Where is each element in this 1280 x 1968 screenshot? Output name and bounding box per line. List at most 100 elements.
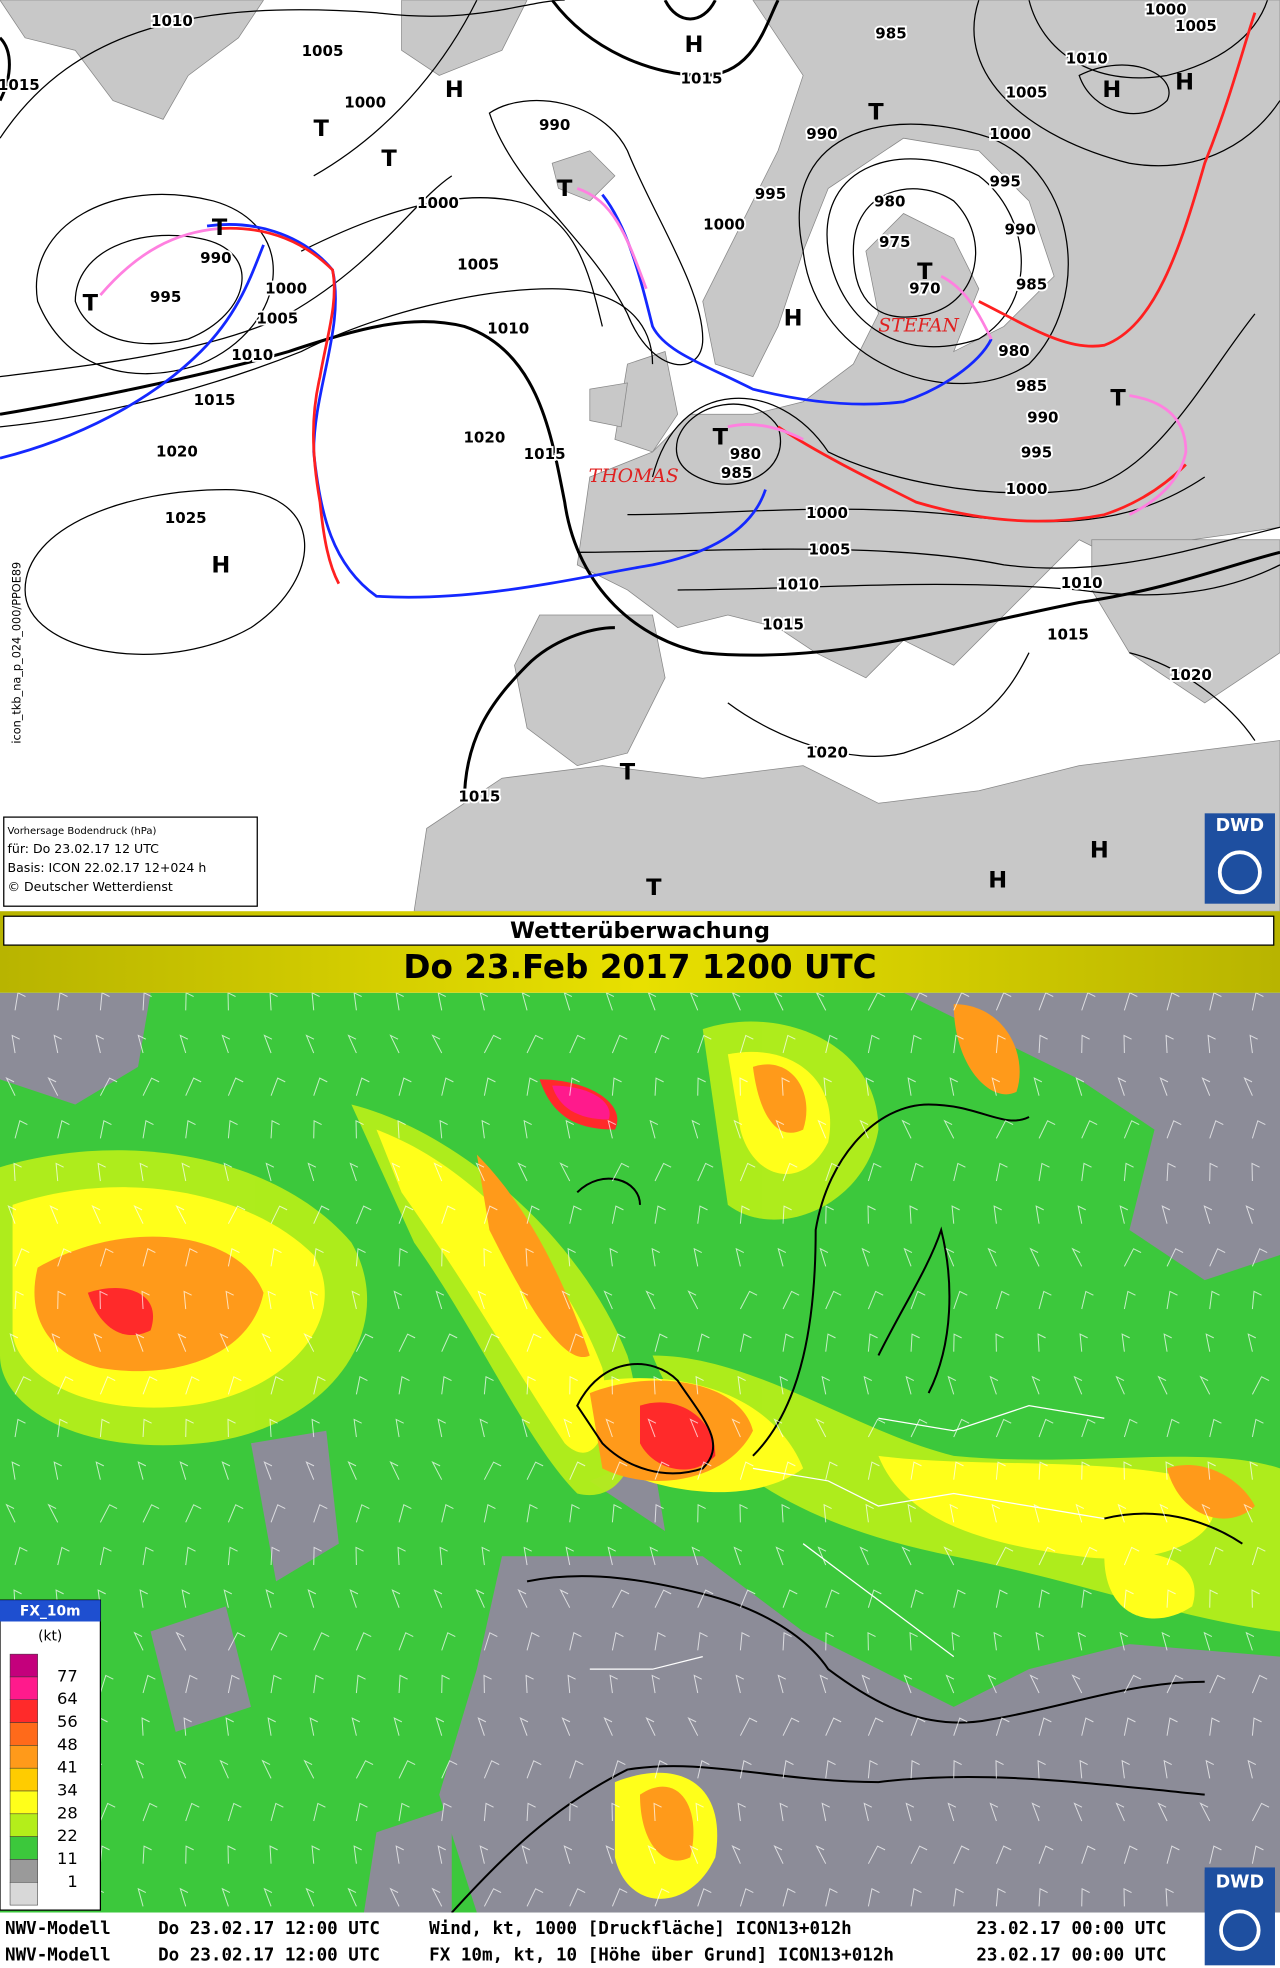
wind-barb	[739, 1503, 748, 1523]
wind-barb	[910, 1845, 928, 1864]
wind-barb	[1163, 1333, 1172, 1352]
isobar-label: 1020	[1170, 666, 1212, 684]
wind-barb	[825, 1760, 836, 1779]
wind-barb	[563, 1845, 573, 1864]
wind-barb	[437, 1418, 446, 1438]
wind-barb	[437, 992, 446, 1011]
wind-barb	[953, 1333, 962, 1352]
wind-barb	[353, 1418, 362, 1438]
wind-barb	[14, 1290, 24, 1310]
wind-barb	[1071, 1247, 1083, 1267]
wind-barb	[483, 1247, 492, 1267]
wind-barb	[475, 1162, 485, 1182]
wind-barb	[49, 1205, 59, 1224]
wind-barb	[526, 1760, 542, 1779]
wind-barb	[1081, 1546, 1098, 1566]
wind-barb	[782, 1034, 796, 1054]
isobar-label: 990	[1027, 409, 1058, 427]
wind-barb	[989, 1375, 999, 1395]
wind-barb	[775, 1546, 785, 1566]
wind-barb	[483, 1504, 496, 1523]
wind-barb	[739, 1589, 756, 1608]
wind-barb	[435, 1717, 445, 1736]
wind-barb	[142, 1418, 152, 1438]
wind-barb	[1079, 1333, 1088, 1352]
wind-barb	[351, 1290, 361, 1310]
wind-barb	[739, 1717, 758, 1736]
wind-barb	[355, 1248, 366, 1267]
wind-barb	[441, 1674, 450, 1694]
wind-barb	[910, 1034, 922, 1054]
wind-barb	[1081, 1589, 1092, 1608]
wind-barb	[9, 1333, 19, 1352]
wind-barb	[227, 1674, 240, 1694]
wind-barb	[1201, 1077, 1211, 1096]
wind-barb	[605, 992, 615, 1011]
storm-name: THOMAS	[589, 466, 679, 487]
isobar-label: 1000	[265, 279, 307, 297]
wind-barb	[1247, 1333, 1257, 1352]
wind-barb	[569, 1205, 582, 1224]
wind-barb	[825, 1888, 838, 1907]
wind-barb	[517, 1589, 528, 1608]
wind-barb	[14, 1418, 26, 1438]
wind-barb	[861, 1247, 871, 1267]
logo-text: DWD	[1216, 816, 1265, 836]
footer-text: FX 10m, kt, 10 [Höhe über Grund] ICON13+…	[429, 1945, 894, 1965]
wind-barb	[995, 1120, 1014, 1139]
wind-barb	[185, 1248, 198, 1267]
wind-barb	[1033, 1503, 1043, 1523]
wind-barb	[1207, 1034, 1216, 1054]
wind-barb	[781, 1077, 790, 1096]
wind-barb	[479, 1418, 489, 1438]
wind-barb	[525, 1247, 534, 1267]
wind-barb	[1123, 1120, 1140, 1139]
wind-barb	[526, 1632, 540, 1651]
wind-barb	[227, 1248, 240, 1267]
wind-barb	[311, 1418, 320, 1438]
wind-barb	[1203, 1631, 1213, 1651]
wind-barb	[697, 1205, 708, 1224]
wind-barb	[825, 1717, 842, 1736]
wind-barb	[179, 1034, 189, 1054]
info-line: für: Do 23.02.17 12 UTC	[8, 841, 160, 856]
wind-barb	[1249, 1034, 1258, 1054]
storm-name: STEFAN	[878, 315, 959, 336]
wind-barb	[57, 1120, 70, 1139]
wind-barb	[227, 1504, 244, 1523]
wind-barb	[309, 1717, 318, 1736]
wind-barb	[137, 1034, 147, 1054]
wind-barb	[825, 1631, 834, 1651]
wind-barb	[1209, 1120, 1224, 1139]
wind-barb	[137, 1887, 147, 1907]
wind-barb	[1117, 1077, 1127, 1096]
header-title-box	[3, 915, 1275, 946]
wind-barb	[441, 1376, 452, 1395]
wind-barb	[142, 1546, 154, 1566]
dwd-logo-swirl	[1219, 1909, 1261, 1951]
wind-barb	[47, 1503, 59, 1523]
wind-barb	[995, 1888, 1006, 1907]
isobar-label: 1015	[681, 70, 723, 88]
wind-barb	[823, 1503, 832, 1523]
wind-barb	[355, 1546, 364, 1566]
wind-barb	[731, 1845, 741, 1864]
isobar-label: 1005	[256, 309, 298, 327]
pressure-center: T	[713, 425, 729, 451]
wind-barb	[943, 1119, 955, 1139]
wind-barb	[521, 992, 531, 1011]
wind-barb	[521, 1845, 531, 1864]
wind-barb	[91, 1205, 101, 1224]
wind-barb	[695, 1802, 704, 1822]
legend-level: 56	[57, 1712, 78, 1731]
wind-barb	[563, 1418, 573, 1438]
wind-barb	[565, 1119, 574, 1139]
wind-barb	[313, 1504, 328, 1523]
isobar-label: 985	[721, 464, 752, 482]
wind-barb	[651, 1247, 660, 1267]
wind-barb	[305, 1461, 315, 1480]
wind-barb	[227, 1845, 236, 1864]
wind-barb	[1245, 1205, 1255, 1224]
wind-barb	[526, 1205, 540, 1224]
wind-barb	[953, 1162, 966, 1182]
